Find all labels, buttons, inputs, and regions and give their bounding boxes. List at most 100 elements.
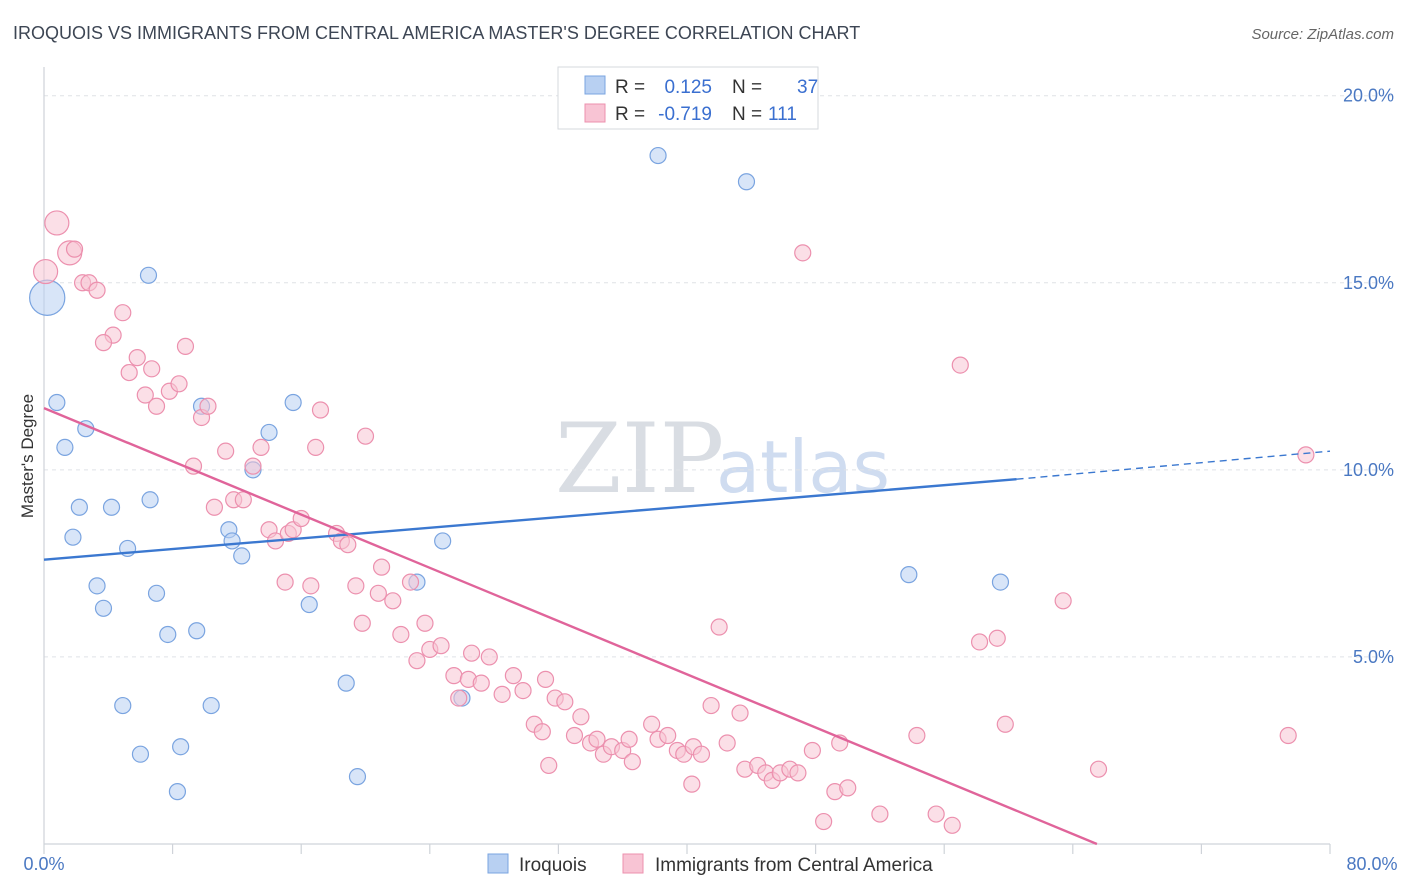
central-america-point-100 [871, 805, 889, 823]
central-america-point-98 [839, 779, 857, 797]
iroquois-point-25 [260, 423, 278, 442]
central-america-point-92 [789, 764, 807, 782]
central-america-point-36 [339, 536, 357, 554]
iroquois-point-18 [172, 738, 190, 756]
central-america-point-75 [643, 715, 661, 733]
y-tick-label-1: 10.0% [1343, 460, 1394, 480]
central-america-point-42 [369, 584, 387, 602]
legend-r-label-iroquois: R = [615, 77, 645, 98]
central-america-point-62 [556, 693, 574, 711]
y-tick-labels: 5.0% 10.0% 15.0% 20.0% [1343, 86, 1394, 667]
central-america-point-56 [472, 674, 490, 692]
central-america-point-40 [347, 577, 365, 595]
central-america-points [33, 210, 1315, 834]
iroquois-trendline-extension [1016, 450, 1331, 480]
iroquois-point-29 [348, 768, 367, 786]
chart-source: Source: ZipAtlas.com [1251, 26, 1394, 43]
central-america-point-109 [1089, 760, 1108, 778]
series-legend-label-central-america: Immigrants from Central America [655, 855, 933, 876]
y-tick-label-3: 20.0% [1343, 86, 1394, 106]
iroquois-point-13 [159, 625, 177, 644]
trendlines [43, 407, 1331, 846]
legend-r-label-central-america: R = [615, 104, 645, 125]
central-america-point-69 [588, 730, 606, 748]
x-tick-label-max: 80.0% [1346, 854, 1397, 874]
central-america-point-3 [65, 240, 84, 258]
central-america-trendline [43, 407, 1098, 846]
central-america-point-65 [540, 756, 558, 775]
central-america-point-77 [659, 726, 677, 745]
central-america-point-7 [114, 304, 132, 322]
central-america-point-60 [536, 670, 555, 688]
central-america-point-39 [302, 577, 320, 595]
central-america-point-45 [353, 614, 371, 632]
central-america-point-94 [803, 741, 821, 760]
iroquois-point-4 [64, 528, 82, 546]
central-america-point-67 [565, 726, 584, 745]
central-america-point-19 [199, 397, 217, 415]
central-america-point-110 [1279, 726, 1297, 745]
legend-swatch-iroquois [584, 75, 606, 95]
x-tick-label-min: 0.0% [23, 854, 64, 874]
watermark-zip: ZIP [555, 403, 724, 515]
central-america-point-12 [143, 360, 161, 378]
central-america-point-33 [311, 401, 330, 419]
central-america-point-58 [504, 667, 522, 685]
central-america-point-1 [44, 210, 70, 236]
central-america-point-43 [384, 592, 402, 610]
series-legend-swatch-iroquois [487, 853, 509, 874]
legend-n-label-iroquois: N = [732, 77, 762, 98]
central-america-point-0 [33, 258, 59, 285]
iroquois-point-2 [56, 438, 74, 457]
iroquois-point-11 [94, 599, 113, 617]
central-america-point-101 [908, 726, 926, 745]
central-america-point-93 [794, 244, 812, 262]
central-america-point-96 [683, 775, 701, 793]
legend-n-label-central-america: N = [732, 104, 762, 125]
iroquois-point-27 [300, 595, 318, 614]
iroquois-point-16 [202, 696, 220, 715]
central-america-point-85 [731, 704, 749, 722]
central-america-point-73 [620, 730, 638, 748]
central-america-point-81 [692, 745, 711, 763]
central-america-point-83 [710, 618, 728, 636]
iroquois-point-5 [70, 498, 88, 516]
central-america-point-9 [94, 334, 113, 352]
iroquois-point-31 [434, 532, 452, 550]
legend-r-value-iroquois: 0.125 [664, 77, 712, 98]
series-legend-swatch-central-america [622, 853, 644, 874]
central-america-point-26 [252, 438, 270, 457]
iroquois-point-23 [233, 547, 251, 565]
iroquois-point-15 [114, 696, 132, 715]
central-america-point-111 [1297, 446, 1315, 464]
central-america-point-46 [392, 625, 410, 644]
iroquois-point-0 [29, 279, 66, 316]
central-america-point-50 [408, 652, 426, 670]
central-america-point-55 [450, 689, 468, 707]
central-america-point-84 [718, 734, 736, 752]
central-america-point-22 [205, 498, 223, 516]
iroquois-point-14 [188, 622, 206, 640]
central-america-point-49 [432, 637, 450, 655]
iroquois-point-34 [737, 173, 756, 191]
central-america-point-104 [951, 356, 969, 374]
series-legend-label-iroquois: Iroquois [519, 855, 587, 876]
central-america-point-38 [276, 573, 294, 591]
iroquois-point-19 [168, 783, 187, 801]
iroquois-point-28 [337, 674, 355, 692]
central-america-point-59 [514, 681, 532, 700]
central-america-point-105 [970, 633, 989, 651]
x-ticks [43, 844, 1331, 854]
central-america-point-14 [147, 397, 166, 415]
y-tick-label-2: 15.0% [1343, 273, 1394, 293]
iroquois-point-35 [900, 566, 918, 584]
central-america-point-41 [372, 558, 391, 576]
central-america-point-47 [416, 614, 434, 632]
iroquois-point-7 [139, 266, 158, 284]
watermark-atlas: atlas [716, 425, 890, 509]
central-america-point-44 [401, 573, 420, 591]
y-axis-label: Master's Degree [18, 394, 37, 518]
chart-title: IROQUOIS VS IMMIGRANTS FROM CENTRAL AMER… [13, 23, 860, 43]
legend-swatch-central-america [584, 103, 606, 123]
watermark: ZIP atlas [555, 403, 890, 515]
